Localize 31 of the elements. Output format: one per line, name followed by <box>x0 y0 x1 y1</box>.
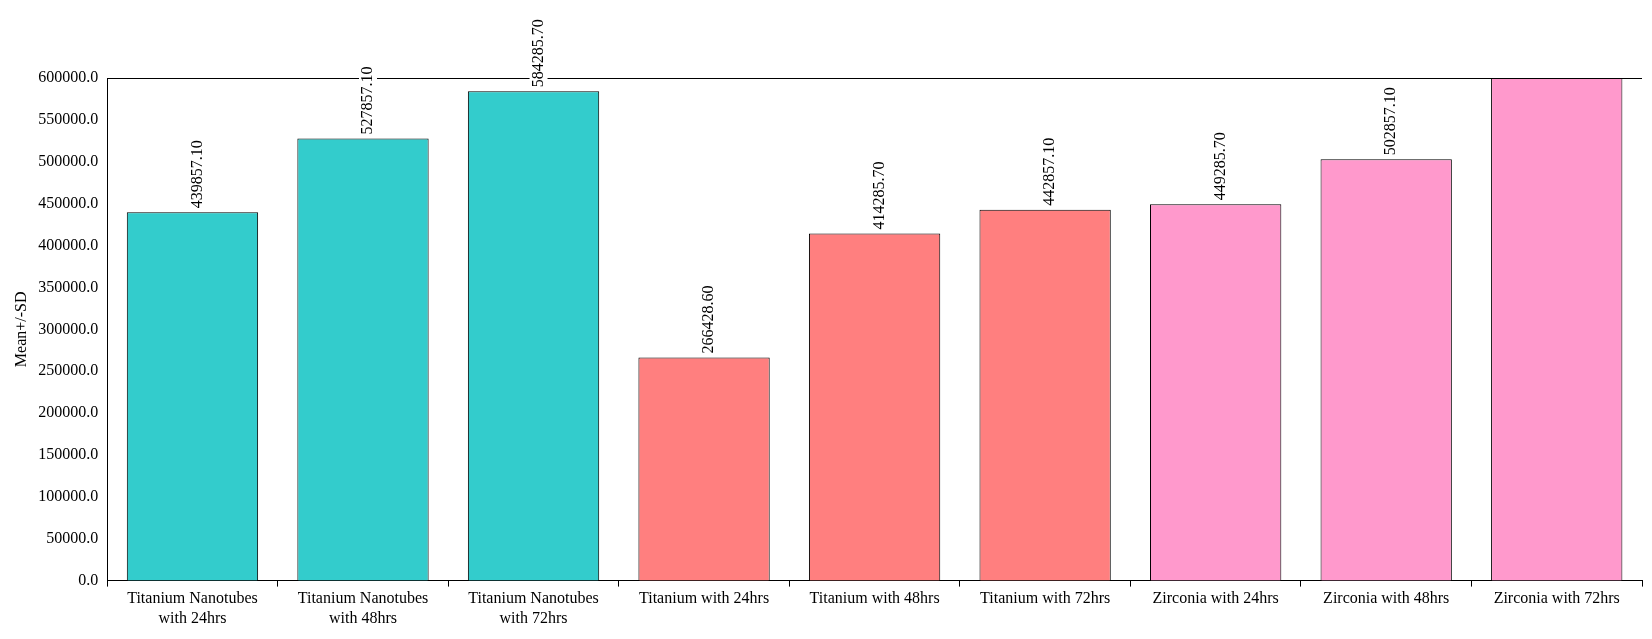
data-label: 584285.70 <box>528 19 546 88</box>
data-label: 449285.70 <box>1210 132 1228 201</box>
x-tick-label: Zirconia with 72hrs <box>1493 589 1620 607</box>
data-label: 442857.10 <box>1040 137 1058 206</box>
y-tick-label: 150000.0 <box>38 445 99 463</box>
y-tick-label: 400000.0 <box>38 235 99 253</box>
x-tick-label: Titanium Nanotubes with 24hrs <box>127 589 258 626</box>
y-tick-label: 550000.0 <box>38 110 99 128</box>
y-tick-label: 0.0 <box>78 570 99 588</box>
y-tick-label: 450000.0 <box>38 193 99 211</box>
y-tick-label: 50000.0 <box>46 528 99 546</box>
y-tick-label: 200000.0 <box>38 403 99 421</box>
data-label: 266428.60 <box>699 285 717 354</box>
y-tick-label: 600000.0 <box>38 68 99 86</box>
x-tick-label: Titanium with 72hrs <box>980 589 1111 607</box>
x-tick-label: Titanium with 24hrs <box>639 589 770 607</box>
y-tick-label: 500000.0 <box>38 151 99 169</box>
data-label: 439857.10 <box>187 140 205 209</box>
data-label: 414285.70 <box>869 161 887 230</box>
x-tick-label: Titanium with 48hrs <box>809 589 940 607</box>
x-tick-label: Titanium Nanotubes with 72hrs <box>468 589 599 626</box>
data-label: 502857.10 <box>1381 87 1399 156</box>
y-tick-label: 100000.0 <box>38 487 99 505</box>
x-tick-label: Zirconia with 24hrs <box>1152 589 1279 607</box>
y-tick-label: 300000.0 <box>38 319 99 337</box>
y-tick-label: 250000.0 <box>38 361 99 379</box>
data-label: 527857.10 <box>358 66 376 135</box>
y-tick-label: 350000.0 <box>38 277 99 295</box>
x-tick-label: Titanium Nanotubes with 48hrs <box>297 589 429 626</box>
y-axis-title: Mean+/-SD <box>11 291 29 368</box>
x-tick-label: Zirconia with 48hrs <box>1323 589 1450 607</box>
